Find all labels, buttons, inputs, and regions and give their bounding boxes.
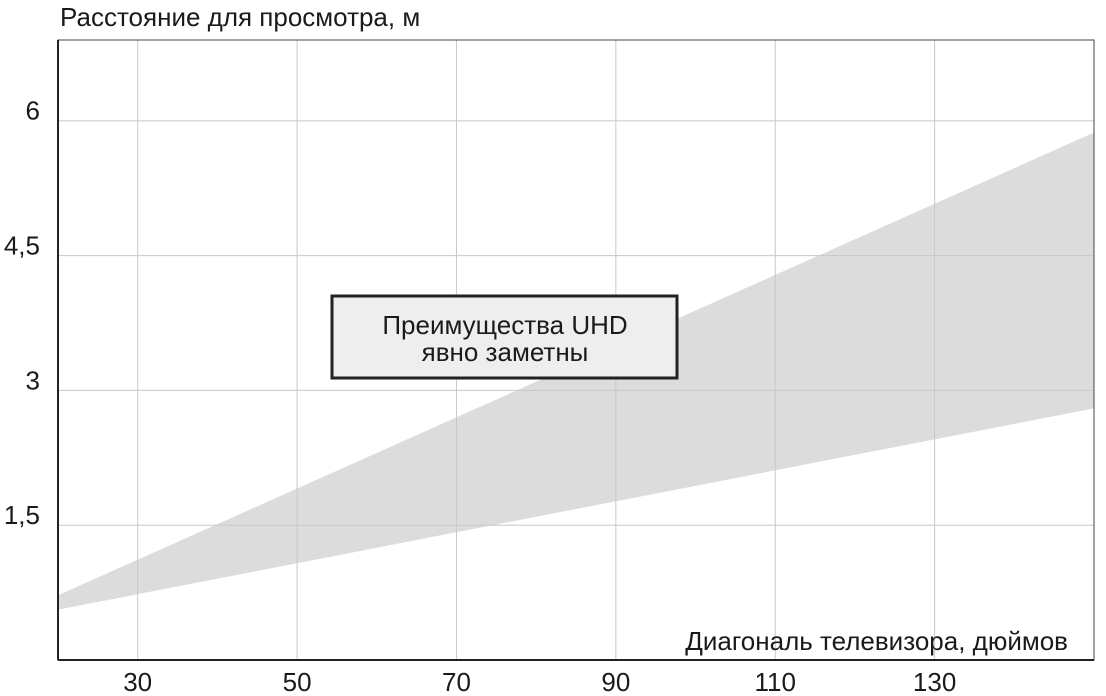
x-tick-label: 130: [913, 667, 956, 696]
y-tick-label: 3: [26, 365, 40, 395]
y-tick-label: 1,5: [4, 500, 40, 530]
annotation-text: явно заметны: [422, 337, 589, 367]
y-tick-label: 4,5: [4, 231, 40, 261]
annotation-text: Преимущества UHD: [382, 310, 627, 340]
x-tick-label: 70: [442, 667, 471, 696]
x-tick-label: 90: [601, 667, 630, 696]
x-axis-label: Диагональ телевизора, дюймов: [685, 626, 1068, 656]
x-tick-label: 50: [283, 667, 312, 696]
x-tick-label: 30: [123, 667, 152, 696]
y-axis-label: Расстояние для просмотра, м: [60, 2, 420, 32]
x-tick-label: 110: [755, 667, 796, 696]
y-tick-label: 6: [26, 96, 40, 126]
annotation-box: [330, 294, 679, 380]
